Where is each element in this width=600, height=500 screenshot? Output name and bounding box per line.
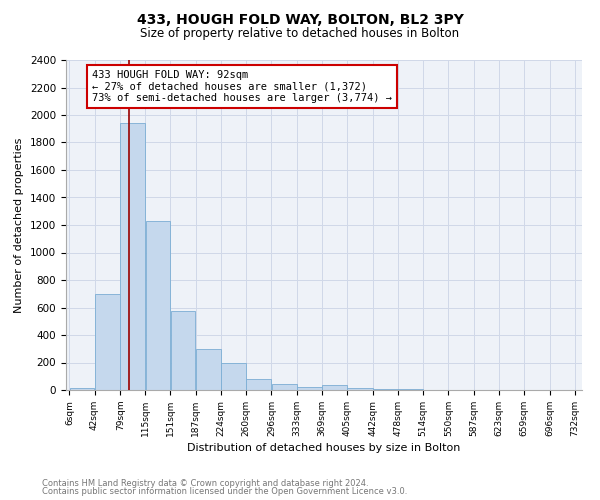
X-axis label: Distribution of detached houses by size in Bolton: Distribution of detached houses by size … (187, 443, 461, 453)
Bar (170, 311, 196, 390)
Text: Contains HM Land Registry data © Crown copyright and database right 2024.: Contains HM Land Registry data © Crown c… (42, 478, 368, 488)
Bar (146, 221, 170, 390)
Y-axis label: Number of detached properties: Number of detached properties (14, 138, 25, 312)
Text: 433 HOUGH FOLD WAY: 92sqm
← 27% of detached houses are smaller (1,372)
73% of se: 433 HOUGH FOLD WAY: 92sqm ← 27% of detac… (92, 70, 392, 103)
Bar (247, 379, 271, 390)
Bar (221, 362, 246, 390)
Bar (121, 123, 145, 390)
Bar (373, 388, 398, 390)
Text: 433, HOUGH FOLD WAY, BOLTON, BL2 3PY: 433, HOUGH FOLD WAY, BOLTON, BL2 3PY (137, 12, 463, 26)
Text: Size of property relative to detached houses in Bolton: Size of property relative to detached ho… (140, 28, 460, 40)
Bar (322, 385, 347, 390)
Bar (272, 384, 297, 390)
Bar (70, 388, 94, 390)
Bar (347, 388, 373, 390)
Bar (298, 386, 322, 390)
Bar (95, 294, 120, 390)
Bar (196, 349, 221, 390)
Text: Contains public sector information licensed under the Open Government Licence v3: Contains public sector information licen… (42, 487, 407, 496)
